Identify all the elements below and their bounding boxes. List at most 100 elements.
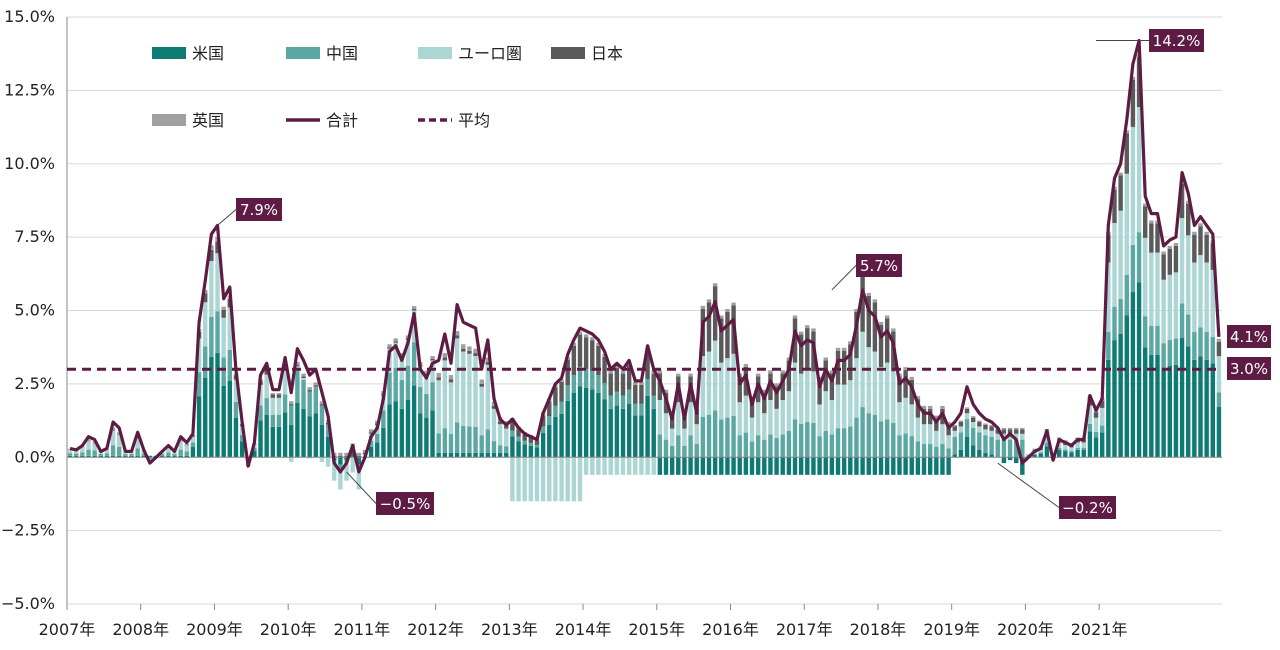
- bar-cn: [1020, 439, 1025, 458]
- bar-jp: [712, 286, 718, 341]
- bar-us: [590, 389, 595, 458]
- bar-eu: [1142, 237, 1148, 317]
- bar-cn: [184, 451, 190, 456]
- bar-cn: [706, 414, 712, 458]
- bar-eu: [1099, 407, 1105, 426]
- y-tick-label: 5.0%: [14, 301, 55, 320]
- bar-jp: [1204, 234, 1209, 263]
- bar-jp: [823, 360, 828, 392]
- legend-swatch: [418, 47, 452, 59]
- bar-us: [829, 457, 835, 475]
- bar-cn: [86, 449, 91, 456]
- bar-cn: [608, 395, 613, 409]
- bar-cn: [786, 430, 792, 458]
- legend-swatch: [152, 47, 186, 59]
- bar-eu: [135, 438, 140, 449]
- bar-uk: [798, 331, 804, 335]
- bar-eu: [694, 424, 699, 445]
- bar-eu: [215, 253, 220, 312]
- bar-jp: [848, 344, 853, 381]
- bar-jp: [1192, 234, 1197, 263]
- bar-uk: [424, 370, 429, 374]
- bar-uk: [614, 365, 620, 369]
- bar-us: [983, 452, 988, 458]
- bar-jp: [1099, 400, 1105, 408]
- bar-jp: [461, 348, 466, 352]
- bar-eu: [669, 428, 675, 446]
- bar-jp: [368, 432, 374, 434]
- bar-uk: [712, 283, 718, 287]
- bar-eu: [626, 457, 632, 475]
- callout-layer: 7.9% −0.5% 5.7% 14.2% −0.2% 4.1% 3.0%: [217, 29, 1271, 519]
- bar-jp: [215, 241, 220, 254]
- total-line: [69, 38, 1221, 474]
- axis-layer: 15.0% 12.5% 10.0% 7.5% 5.0% 2.5% 0.0% −2.5% −5.0…: [1, 7, 1222, 639]
- bar-uk: [768, 370, 773, 374]
- bar-uk: [313, 382, 319, 386]
- bar-us: [786, 457, 792, 475]
- bar-cn: [909, 436, 914, 458]
- bar-cn: [946, 448, 951, 458]
- bar-cn: [411, 342, 417, 386]
- bar-cn: [921, 444, 927, 458]
- bar-eu: [712, 340, 718, 411]
- bar-eu: [209, 260, 214, 317]
- bar-eu: [614, 457, 620, 475]
- bar-eu: [110, 431, 116, 446]
- bar-eu: [1069, 447, 1074, 451]
- bar-uk: [461, 344, 466, 349]
- bar-cn: [258, 405, 263, 421]
- bar-jp: [289, 404, 294, 406]
- callout-box: [1059, 496, 1116, 519]
- bar-eu: [884, 362, 890, 420]
- y-tick-label: 12.5%: [4, 80, 55, 99]
- bar-cn: [1210, 336, 1215, 364]
- bar-us: [817, 457, 822, 475]
- bar-uk: [780, 370, 785, 374]
- bar-eu: [891, 371, 896, 423]
- bar-cn: [983, 435, 988, 453]
- callout-box: [236, 198, 282, 221]
- bar-cn: [110, 445, 116, 456]
- bar-cn: [731, 415, 736, 458]
- bar-eu: [540, 457, 546, 502]
- bar-jp: [669, 415, 675, 429]
- bar-uk: [362, 449, 368, 453]
- bar-us: [227, 380, 233, 458]
- bar-uk: [479, 379, 484, 384]
- bar-jp: [319, 404, 325, 406]
- bar-cn: [424, 393, 429, 418]
- bar-us: [123, 455, 128, 458]
- legend-label: 合計: [326, 111, 358, 130]
- bar-uk: [811, 328, 816, 332]
- bar-us: [540, 433, 546, 458]
- bar-eu: [583, 457, 589, 475]
- bar-eu: [946, 435, 951, 449]
- bar-eu: [1063, 444, 1068, 450]
- bar-cn: [215, 311, 220, 353]
- bar-cn: [897, 435, 902, 458]
- bar-uk: [608, 370, 613, 374]
- bar-jp: [442, 357, 448, 361]
- bar-uk: [583, 334, 589, 338]
- bar-jp: [614, 368, 620, 392]
- bar-cn: [1081, 447, 1086, 450]
- bar-eu: [835, 384, 841, 429]
- bar-us: [276, 426, 282, 458]
- bar-jp: [491, 405, 497, 409]
- y-tick-label: 15.0%: [4, 7, 55, 26]
- bar-us: [1020, 457, 1025, 475]
- bar-us: [1069, 452, 1074, 458]
- bar-us: [104, 455, 110, 458]
- bar-cn: [780, 434, 785, 458]
- bar-eu: [485, 364, 491, 430]
- bar-us: [946, 457, 951, 475]
- bar-uk: [467, 346, 472, 351]
- bar-uk: [835, 347, 841, 351]
- bar-eu: [823, 391, 828, 431]
- bar-uk: [946, 422, 951, 425]
- bar-eu: [1130, 126, 1136, 245]
- bar-cn: [768, 434, 773, 458]
- bar-cn: [755, 435, 761, 458]
